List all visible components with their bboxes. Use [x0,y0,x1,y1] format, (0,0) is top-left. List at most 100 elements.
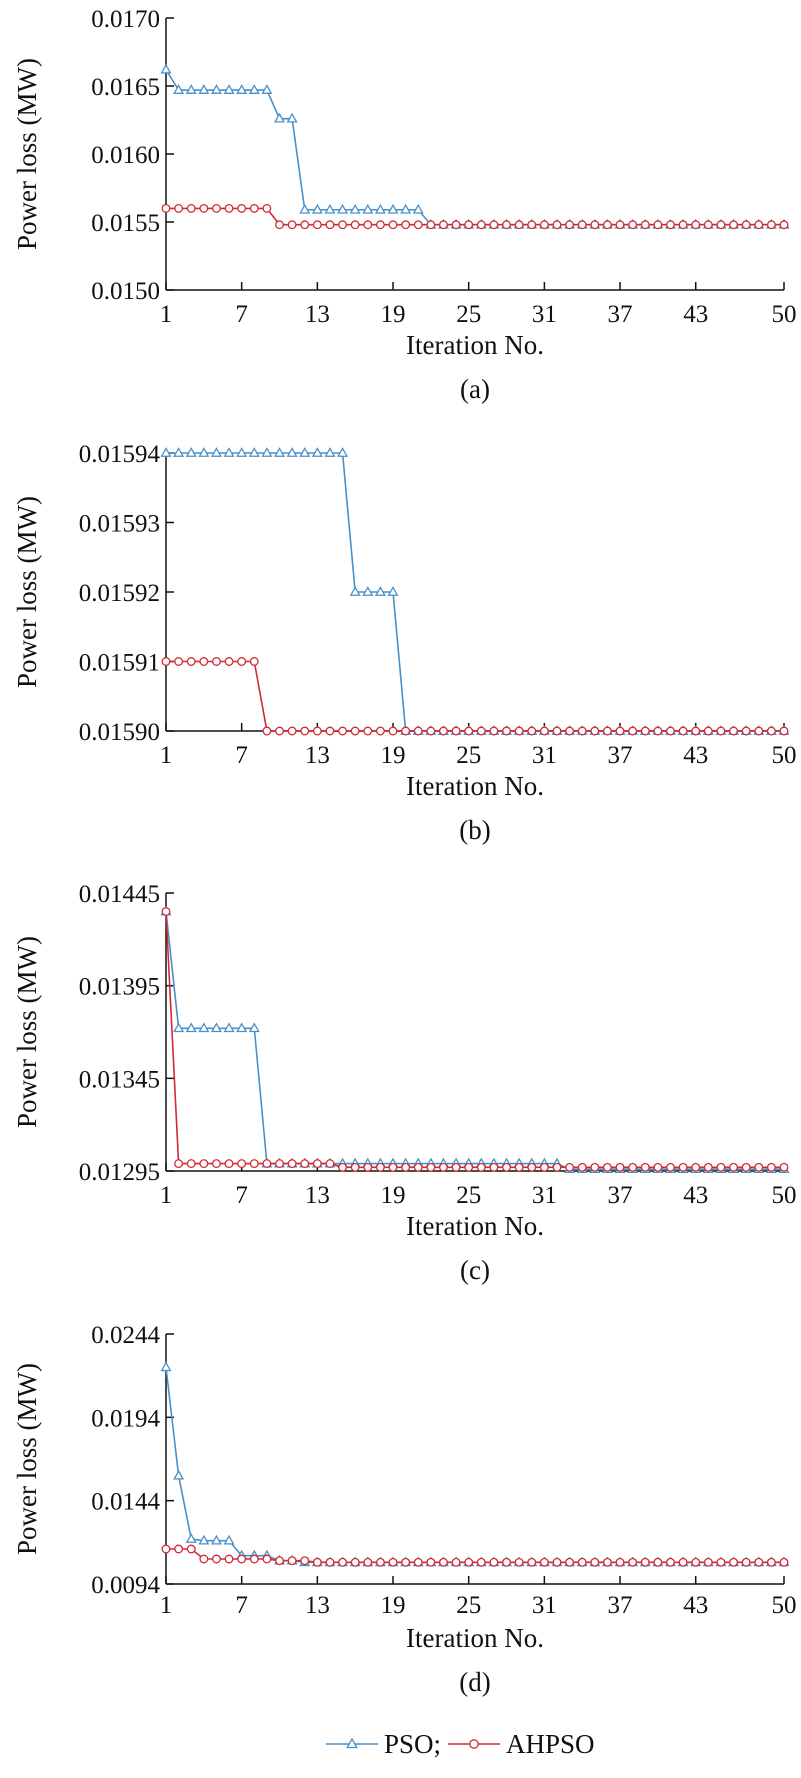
data-point-ahpso [237,1554,247,1564]
data-point-ahpso [451,726,461,736]
data-point-ahpso [350,220,360,230]
data-point-ahpso [161,1544,171,1554]
data-point-ahpso [300,220,310,230]
data-point-ahpso [678,726,688,736]
data-point-ahpso [628,220,638,230]
x-tick-label: 1 [160,742,173,769]
data-point-ahpso [514,220,524,230]
x-tick-label: 43 [683,742,708,769]
data-point-ahpso [703,726,713,736]
data-point-ahpso [514,1557,524,1567]
x-tick-label: 37 [608,301,633,328]
legend: PSO; AHPSO [326,1729,595,1759]
x-tick-label: 7 [235,742,248,769]
x-tick-label: 50 [772,742,797,769]
data-point-ahpso [729,220,739,230]
x-tick-label: 13 [305,742,330,769]
data-point-ahpso [766,220,776,230]
data-point-ahpso [401,726,411,736]
data-point-ahpso [754,726,764,736]
legend-label-pso: PSO; [384,1729,441,1759]
data-point-pso [374,586,386,596]
chart-panel-3: 0.01295 0.01345 0.01395 0.01445 1 7 13 19 25 31 37… [12,881,797,1285]
data-point-ahpso [363,220,373,230]
chart-panel-2: 0.01590 0.01591 0.01592 0.01593 0.01594 1 7 13 1… [12,441,797,845]
data-point-ahpso [666,1557,675,1567]
data-point-ahpso [565,726,575,736]
data-point-ahpso [640,1162,650,1172]
data-point-ahpso [628,1557,638,1567]
y-axis-title: Power loss (MW) [12,58,42,250]
data-point-pso [185,84,197,94]
data-point-ahpso [186,1544,196,1554]
x-tick-label: 19 [381,301,406,328]
data-point-ahpso [464,726,474,736]
data-point-ahpso [375,1557,385,1567]
x-tick-label: 31 [532,1182,557,1209]
x-tick-label: 50 [772,1592,797,1619]
data-point-ahpso [729,726,739,736]
y-tick-label: 0.0160 [91,142,160,169]
y-tick-label: 0.0244 [91,1322,160,1349]
data-point-ahpso [211,1554,221,1564]
data-point-ahpso [388,220,398,230]
y-tick-label: 0.01395 [79,974,160,1001]
data-point-ahpso [161,657,171,666]
data-point-ahpso [249,1554,259,1564]
data-point-ahpso [703,1557,713,1567]
data-point-ahpso [766,1557,776,1567]
data-point-ahpso [565,220,575,230]
data-point-ahpso [325,1557,335,1567]
x-axis-title: Iteration No. [406,330,544,360]
data-point-ahpso [312,220,322,230]
data-point-ahpso [741,726,751,736]
data-point-ahpso [451,220,461,230]
x-tick-label: 1 [160,301,173,328]
x-tick-label: 31 [532,1592,557,1619]
data-point-pso [349,586,361,596]
data-point-ahpso [502,726,511,736]
data-point-ahpso [439,1557,448,1567]
data-point-ahpso [161,907,171,916]
data-point-pso [185,1022,197,1033]
data-point-ahpso [451,1557,461,1567]
data-point-ahpso [312,1557,322,1567]
series-pso [160,63,790,229]
data-point-ahpso [325,1159,335,1169]
data-point-ahpso [703,220,713,230]
legend-marker-ahpso [469,1739,479,1749]
series-pso [160,447,790,735]
data-point-ahpso [401,1557,411,1567]
data-point-pso [248,84,260,94]
x-tick-label: 7 [235,1182,248,1209]
x-tick-label: 7 [235,1592,248,1619]
data-point-ahpso [640,726,650,736]
data-point-ahpso [413,220,423,230]
x-tick-label: 50 [772,1182,797,1209]
data-point-pso [337,203,349,214]
data-point-ahpso [527,726,537,736]
x-tick-label: 31 [532,742,557,769]
data-point-ahpso [199,203,209,213]
x-tick-label: 13 [305,301,330,328]
data-point-ahpso [539,726,549,736]
data-point-ahpso [451,1162,461,1172]
data-point-ahpso [413,1162,423,1172]
y-tick-label: 0.01345 [79,1066,160,1093]
data-point-ahpso [300,1159,310,1169]
x-tick-label: 19 [381,1592,406,1619]
data-point-ahpso [766,1162,776,1172]
data-point-pso [248,1022,260,1033]
data-point-ahpso [413,726,423,736]
data-point-ahpso [249,657,259,666]
data-point-pso [274,112,285,123]
data-point-pso [160,1361,172,1372]
y-tick-label: 0.01590 [79,719,160,746]
x-tick-label: 13 [305,1592,330,1619]
data-point-ahpso [237,1159,247,1169]
data-point-ahpso [388,1557,398,1567]
data-point-ahpso [174,1159,184,1169]
data-point-ahpso [527,1162,537,1172]
